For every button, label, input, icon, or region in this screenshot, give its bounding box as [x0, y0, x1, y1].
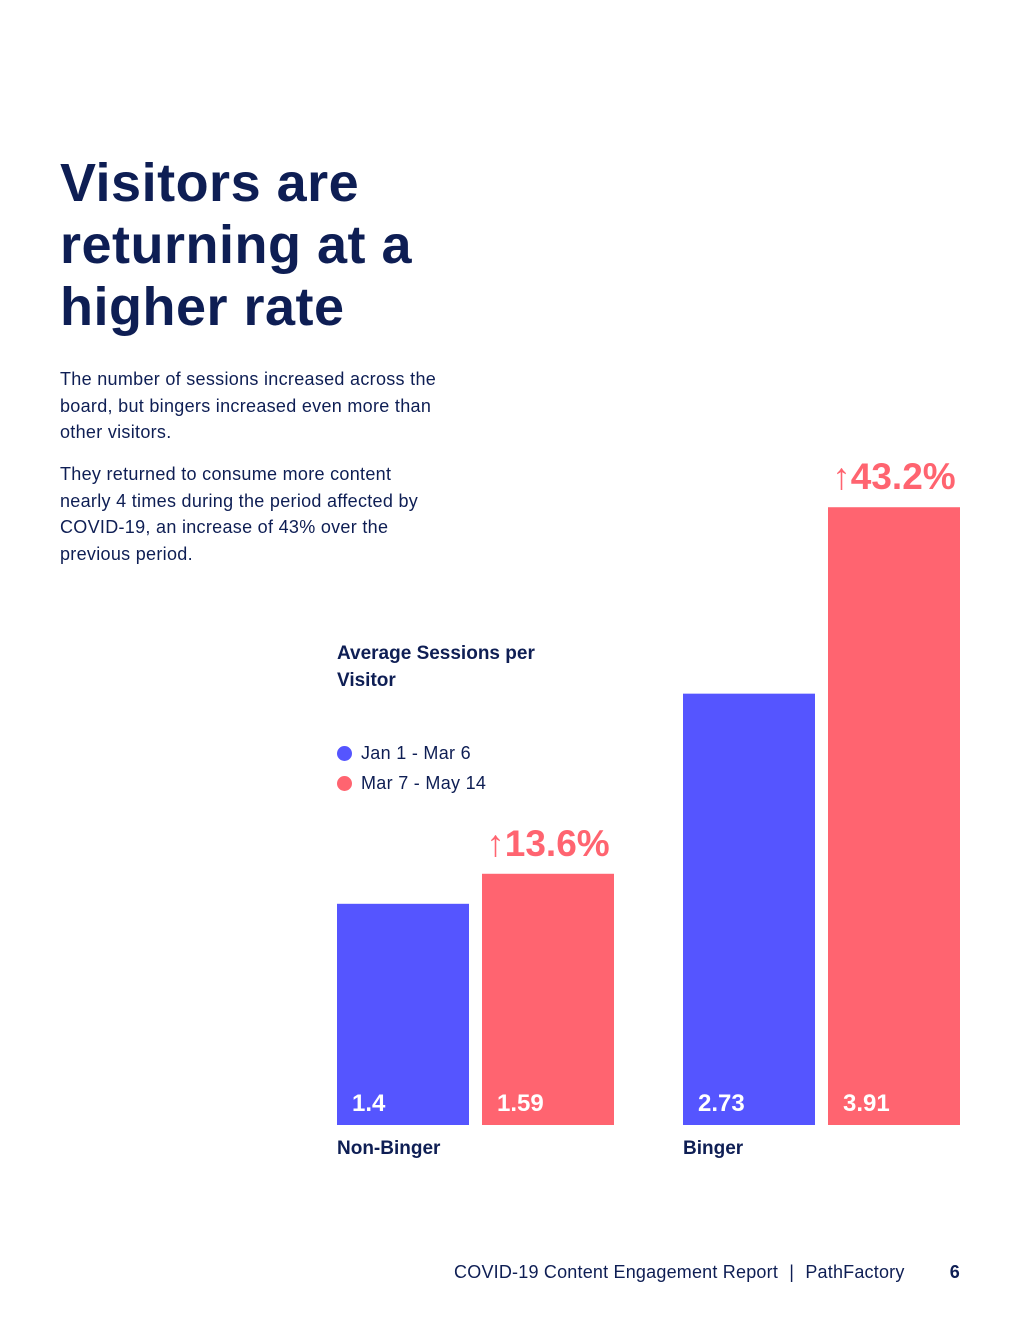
bar-value-label: 3.91: [843, 1090, 890, 1117]
page-footer: COVID-19 Content Engagement Report | Pat…: [0, 1262, 960, 1283]
bar-value-label: 2.73: [698, 1090, 745, 1117]
category-label: Binger: [683, 1138, 744, 1159]
bar-value-label: 1.59: [497, 1090, 544, 1117]
page-number: 6: [949, 1262, 960, 1282]
legend-label-period-1: Jan 1 - Mar 6: [361, 742, 471, 763]
change-annotation: ↑13.6%: [486, 823, 609, 864]
bar-binger-series-1: [683, 693, 815, 1125]
bar-binger-series-2: [828, 507, 960, 1126]
chart-legend: Jan 1 - Mar 6 Mar 7 - May 14: [337, 738, 486, 798]
legend-item-period-2: Mar 7 - May 14: [337, 768, 486, 798]
change-annotation: ↑43.2%: [832, 456, 955, 497]
detail-paragraph: They returned to consume more content ne…: [60, 464, 419, 564]
bar-value-label: 1.4: [352, 1090, 386, 1117]
page-title: Visitors are returning at a higher rate: [60, 153, 413, 337]
footer-company: PathFactory: [805, 1262, 905, 1282]
legend-item-period-1: Jan 1 - Mar 6: [337, 738, 486, 768]
bar-non-binger-series-1: [337, 903, 469, 1125]
footer-separator: |: [789, 1262, 795, 1282]
footer-report-name: COVID-19 Content Engagement Report: [454, 1262, 779, 1282]
legend-swatch-period-2: [337, 775, 352, 791]
bar-non-binger-series-2: [482, 873, 614, 1125]
legend-label-period-2: Mar 7 - May 14: [361, 772, 487, 793]
category-label: Non-Binger: [337, 1138, 441, 1159]
intro-paragraph: The number of sessions increased across …: [60, 369, 437, 442]
legend-swatch-period-1: [337, 745, 352, 761]
chart-title: Average Sessions per Visitor: [337, 643, 535, 691]
